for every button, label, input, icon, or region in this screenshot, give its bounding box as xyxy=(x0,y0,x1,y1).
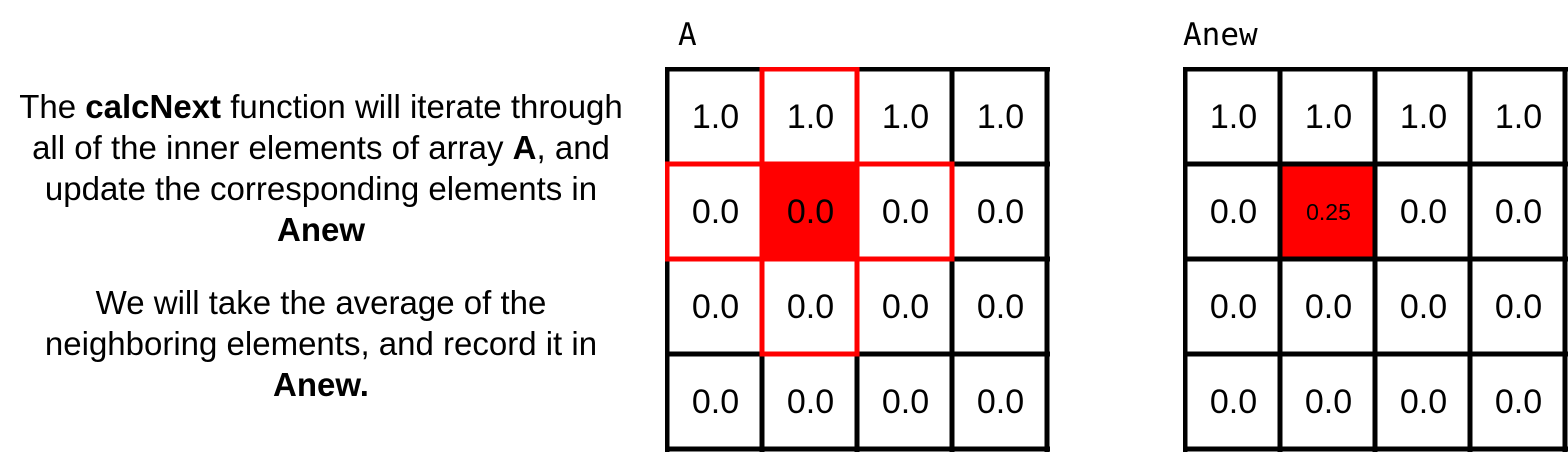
array-anew-cell-r0-c3: 1.0 xyxy=(1494,98,1543,136)
array-anew-cell-r0-c0: 1.0 xyxy=(1209,98,1258,136)
array-a-cell-r1-c3: 0.0 xyxy=(976,193,1025,231)
array-a-cell-r0-c0: 1.0 xyxy=(691,98,740,136)
array-anew-grid-lines xyxy=(1183,67,1568,452)
array-a-cell-r3-c2: 0.0 xyxy=(881,383,930,421)
array-a-cell-r2-c2: 0.0 xyxy=(881,288,930,326)
array-anew-cell-r2-c2: 0.0 xyxy=(1399,288,1448,326)
array-a-cell-r3-c0: 0.0 xyxy=(691,383,740,421)
explanation-text-run: We will take the average of the neighbor… xyxy=(44,284,598,362)
array-a-cell-r3-c1: 0.0 xyxy=(786,383,835,421)
array-a-cell-r2-c3: 0.0 xyxy=(976,288,1025,326)
array-a-cell-r3-c3: 0.0 xyxy=(976,383,1025,421)
array-a-cell-r0-c2: 1.0 xyxy=(881,98,930,136)
array-a-cell-r1-c1: 0.0 xyxy=(763,165,858,260)
array-a-grid-lines xyxy=(665,67,1050,452)
array-name-anew: Anew. xyxy=(273,366,369,403)
array-anew-grid: 1.0 1.0 1.0 1.0 0.0 0.25 0.0 0.0 0.0 0.0 0.0 0.0 0.0… xyxy=(1183,67,1568,452)
array-anew-cell-r1-c2: 0.0 xyxy=(1399,193,1448,231)
array-a-label: A xyxy=(678,17,697,53)
array-anew-cell-r2-c3: 0.0 xyxy=(1494,288,1543,326)
explanation-paragraph-2: We will take the average of the neighbor… xyxy=(18,282,624,405)
array-a-cell-r0-c3: 1.0 xyxy=(976,98,1025,136)
array-anew-cell-r3-c0: 0.0 xyxy=(1209,383,1258,421)
array-anew-cell-r0-c1: 1.0 xyxy=(1304,98,1353,136)
function-name-calcnext: calcNext xyxy=(85,88,222,125)
array-anew-cell-r1-c0: 0.0 xyxy=(1209,193,1258,231)
array-anew-cell-r1-c3: 0.0 xyxy=(1494,193,1543,231)
array-name-anew: Anew xyxy=(276,211,365,248)
array-anew-cell-r3-c1: 0.0 xyxy=(1304,383,1353,421)
explanation-text-run: function will iterate through all of the… xyxy=(32,88,623,166)
array-anew-cell-r3-c3: 0.0 xyxy=(1494,383,1543,421)
array-anew-cell-r3-c2: 0.0 xyxy=(1399,383,1448,421)
array-anew-cell-r2-c0: 0.0 xyxy=(1209,288,1258,326)
array-anew-cell-r0-c2: 1.0 xyxy=(1399,98,1448,136)
explanation-text-run: The xyxy=(19,88,86,125)
array-a-grid: 1.0 1.0 1.0 1.0 0.0 0.0 0.0 0.0 0.0 0.0 0.0 0.0 0.0 0… xyxy=(665,67,1050,452)
array-anew-label: Anew xyxy=(1183,17,1258,53)
array-anew-cell-r2-c1: 0.0 xyxy=(1304,288,1353,326)
array-name-a: A xyxy=(512,129,537,166)
array-a-cell-r2-c0: 0.0 xyxy=(691,288,740,326)
explanation-text-run: , and update the corresponding elements … xyxy=(44,129,610,207)
explanation-text: The calcNext function will iterate throu… xyxy=(18,86,624,405)
explanation-paragraph-1: The calcNext function will iterate throu… xyxy=(18,86,624,250)
array-anew-cell-r1-c1: 0.25 xyxy=(1281,165,1376,260)
